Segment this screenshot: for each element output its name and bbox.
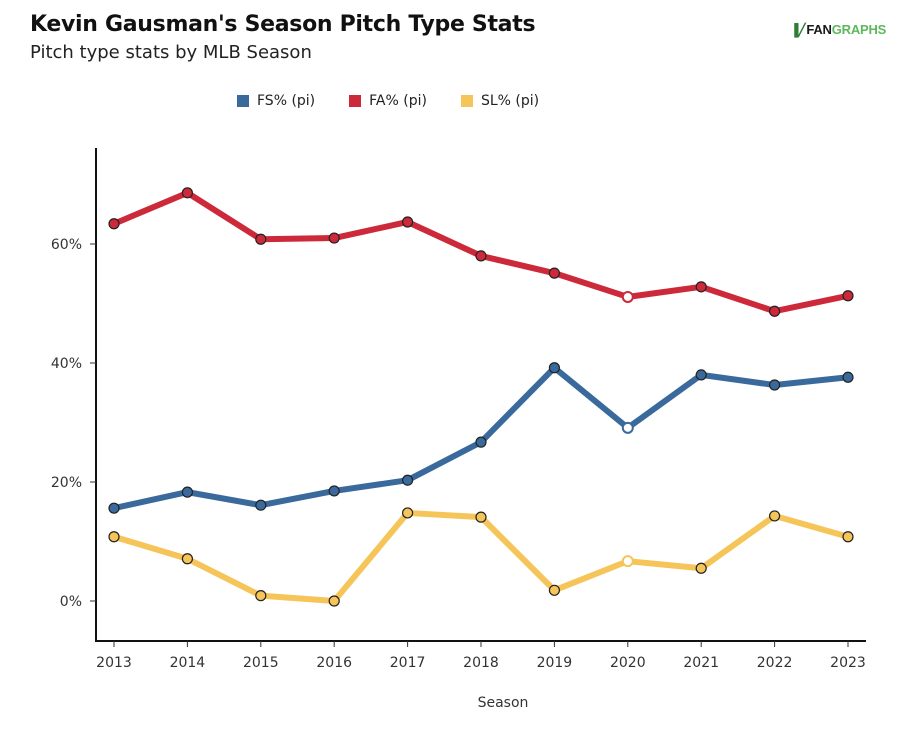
data-point-fs-pi[interactable] <box>255 499 267 511</box>
data-point-fs-pi[interactable] <box>548 362 561 374</box>
data-point-sl-pi[interactable] <box>621 555 634 568</box>
data-point-fs-pi[interactable] <box>695 369 707 381</box>
x-tick-label: 2016 <box>316 655 352 671</box>
y-tick-label: 60% <box>51 237 82 253</box>
data-point-fs-pi[interactable] <box>181 486 193 498</box>
data-point-sl-pi[interactable] <box>255 590 267 602</box>
legend-item[interactable]: SL% (pi) <box>460 93 540 109</box>
x-tick-label: 2015 <box>243 655 279 671</box>
fangraphs-logo[interactable]: ▐╱ FAN GRAPHS <box>790 22 886 37</box>
y-tick-label: 20% <box>51 475 82 491</box>
x-tick-label: 2022 <box>757 655 793 671</box>
data-point-fa-pi[interactable] <box>328 232 340 244</box>
x-tick-label: 2013 <box>96 655 132 671</box>
data-point-fa-pi[interactable] <box>695 281 707 293</box>
logo-graphs-text: GRAPHS <box>831 22 887 37</box>
legend-label: FS% (pi) <box>257 93 316 109</box>
data-point-fs-pi[interactable] <box>475 436 487 448</box>
data-point-sl-pi[interactable] <box>402 507 414 519</box>
x-tick-label: 2018 <box>463 655 499 671</box>
data-point-sl-pi[interactable] <box>328 595 340 607</box>
data-point-sl-pi[interactable] <box>695 562 707 574</box>
legend-label: SL% (pi) <box>480 93 540 109</box>
data-point-sl-pi[interactable] <box>768 510 781 522</box>
data-point-fs-pi[interactable] <box>621 421 634 434</box>
data-point-fs-pi[interactable] <box>842 371 854 383</box>
data-point-fa-pi[interactable] <box>475 250 487 262</box>
data-point-sl-pi[interactable] <box>108 531 120 543</box>
legend-item[interactable]: FS% (pi) <box>237 93 315 109</box>
data-point-fa-pi[interactable] <box>548 267 561 279</box>
data-point-fs-pi[interactable] <box>328 485 340 497</box>
logo-fan-text: FAN <box>806 22 832 37</box>
legend-swatch <box>460 95 473 107</box>
data-point-fa-pi[interactable] <box>621 290 634 303</box>
data-point-fa-pi[interactable] <box>255 233 267 245</box>
chart-title: Kevin Gausman's Season Pitch Type Stats <box>30 12 536 37</box>
data-point-fa-pi[interactable] <box>842 290 854 302</box>
series-line-sl-pi <box>111 509 851 604</box>
x-tick-label: 2014 <box>170 655 206 671</box>
x-axis-title: Season <box>478 695 529 711</box>
x-tick-label: 2020 <box>610 655 646 671</box>
y-tick-label: 40% <box>51 356 82 372</box>
legend-item[interactable]: FA% (pi) <box>349 93 427 109</box>
data-point-fs-pi[interactable] <box>402 474 414 486</box>
data-point-sl-pi[interactable] <box>842 531 854 543</box>
x-tick-label: 2017 <box>390 655 426 671</box>
batter-icon: ▐╱ <box>790 22 806 37</box>
data-point-fs-pi[interactable] <box>768 379 781 391</box>
legend-swatch <box>349 95 362 107</box>
data-point-sl-pi[interactable] <box>548 584 561 596</box>
data-point-fa-pi[interactable] <box>402 216 414 228</box>
data-point-fa-pi[interactable] <box>108 218 120 230</box>
data-point-sl-pi[interactable] <box>181 553 193 565</box>
legend-label: FA% (pi) <box>369 93 427 109</box>
x-tick-label: 2023 <box>830 655 866 671</box>
legend: FS% (pi) FA% (pi) SL% (pi) <box>237 93 539 109</box>
y-tick-label: 0% <box>60 594 82 610</box>
legend-swatch <box>237 95 249 107</box>
data-point-fa-pi[interactable] <box>181 187 193 199</box>
data-point-sl-pi[interactable] <box>475 511 487 523</box>
chart-subtitle: Pitch type stats by MLB Season <box>30 42 312 63</box>
x-tick-label: 2019 <box>537 655 573 671</box>
x-tick-label: 2021 <box>683 655 719 671</box>
data-point-fs-pi[interactable] <box>108 502 120 514</box>
data-point-fa-pi[interactable] <box>768 305 781 317</box>
